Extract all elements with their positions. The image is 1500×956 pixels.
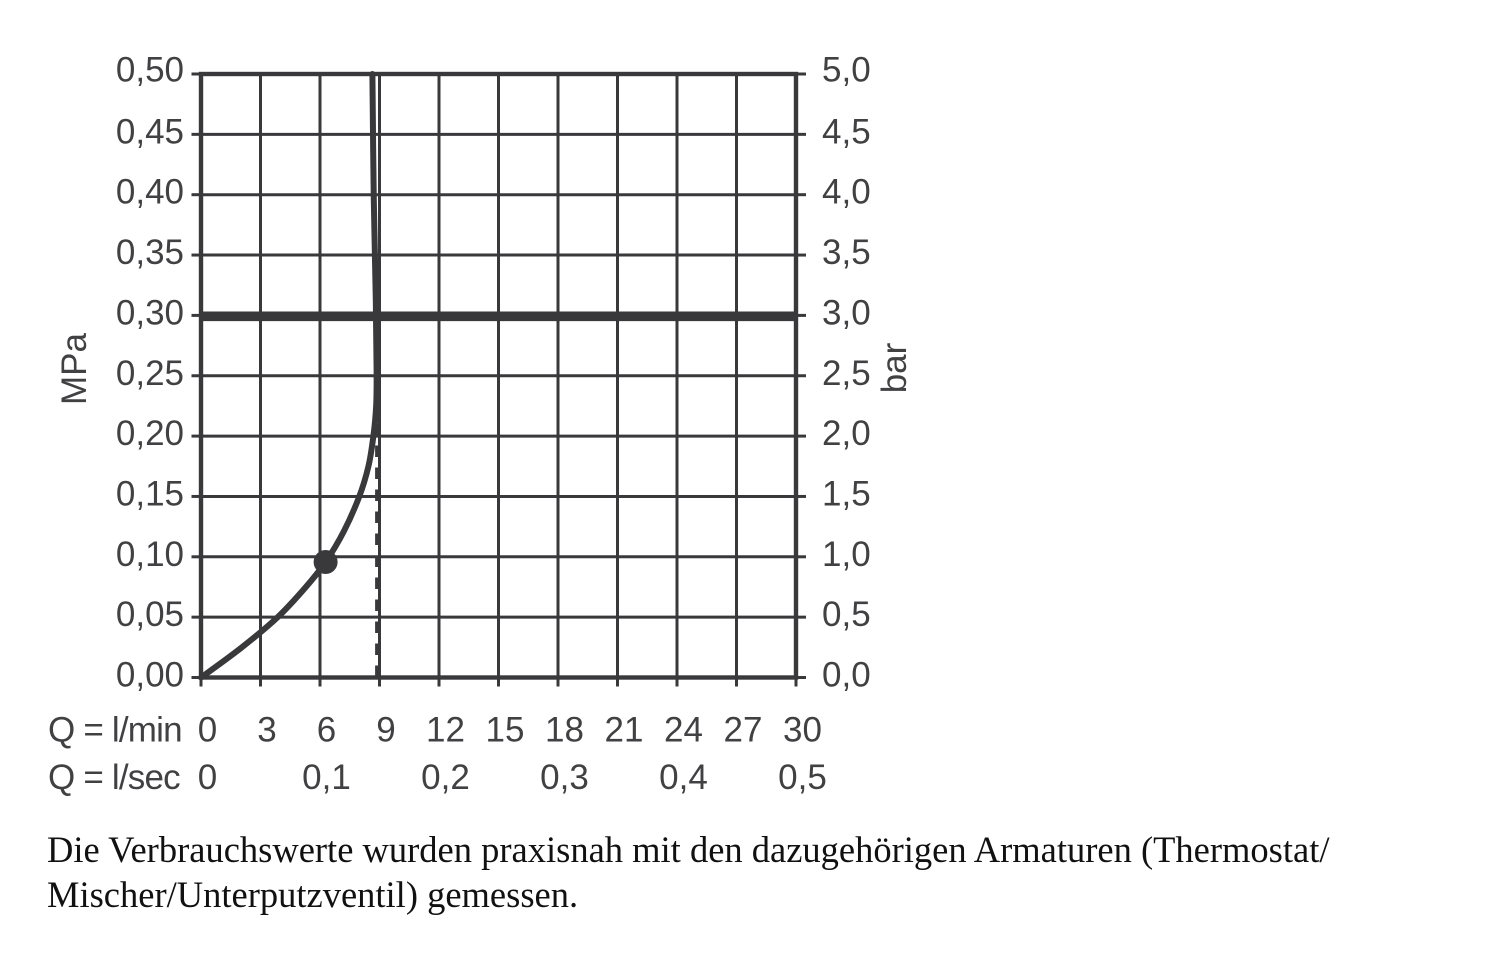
svg-text:0,40: 0,40	[116, 173, 184, 212]
svg-text:Mischer/Unterputzventil) gemes: Mischer/Unterputzventil) gemessen.	[47, 874, 578, 915]
svg-text:bar: bar	[875, 342, 914, 393]
svg-text:3,5: 3,5	[822, 233, 871, 272]
svg-text:2,0: 2,0	[822, 414, 871, 453]
svg-text:15: 15	[486, 711, 525, 750]
svg-text:1,5: 1,5	[822, 475, 871, 514]
svg-text:5,0: 5,0	[822, 51, 871, 90]
svg-text:30: 30	[783, 711, 822, 750]
svg-text:4,5: 4,5	[822, 112, 871, 151]
svg-text:0,45: 0,45	[116, 112, 184, 151]
svg-text:0,35: 0,35	[116, 233, 184, 272]
svg-text:0,5: 0,5	[778, 758, 827, 797]
svg-text:21: 21	[605, 711, 644, 750]
svg-text:0,30: 0,30	[116, 293, 184, 332]
svg-text:0,1: 0,1	[302, 758, 351, 797]
svg-text:18: 18	[545, 711, 584, 750]
svg-text:0: 0	[198, 758, 217, 797]
svg-text:0,4: 0,4	[659, 758, 708, 797]
svg-text:Q = l/sec: Q = l/sec	[48, 758, 180, 797]
svg-text:Q = l/min: Q = l/min	[48, 711, 182, 750]
svg-text:24: 24	[664, 711, 703, 750]
svg-text:0,2: 0,2	[421, 758, 470, 797]
svg-text:6: 6	[317, 711, 336, 750]
svg-text:0,3: 0,3	[540, 758, 589, 797]
svg-text:0: 0	[198, 711, 217, 750]
svg-text:0,20: 0,20	[116, 414, 184, 453]
svg-text:0,50: 0,50	[116, 51, 184, 90]
svg-text:2,5: 2,5	[822, 354, 871, 393]
svg-text:0,0: 0,0	[822, 656, 871, 695]
svg-text:4,0: 4,0	[822, 173, 871, 212]
svg-text:1,0: 1,0	[822, 535, 871, 574]
svg-text:0,05: 0,05	[116, 595, 184, 634]
svg-text:3,0: 3,0	[822, 293, 871, 332]
svg-text:Die Verbrauchswerte wurden pra: Die Verbrauchswerte wurden praxisnah mit…	[47, 829, 1330, 870]
svg-text:9: 9	[376, 711, 395, 750]
svg-text:0,15: 0,15	[116, 475, 184, 514]
svg-text:0,10: 0,10	[116, 535, 184, 574]
svg-text:12: 12	[426, 711, 465, 750]
svg-text:MPa: MPa	[55, 332, 94, 405]
svg-text:3: 3	[257, 711, 276, 750]
svg-text:0,25: 0,25	[116, 354, 184, 393]
svg-text:0,5: 0,5	[822, 595, 871, 634]
svg-text:0,00: 0,00	[116, 656, 184, 695]
svg-text:27: 27	[724, 711, 763, 750]
